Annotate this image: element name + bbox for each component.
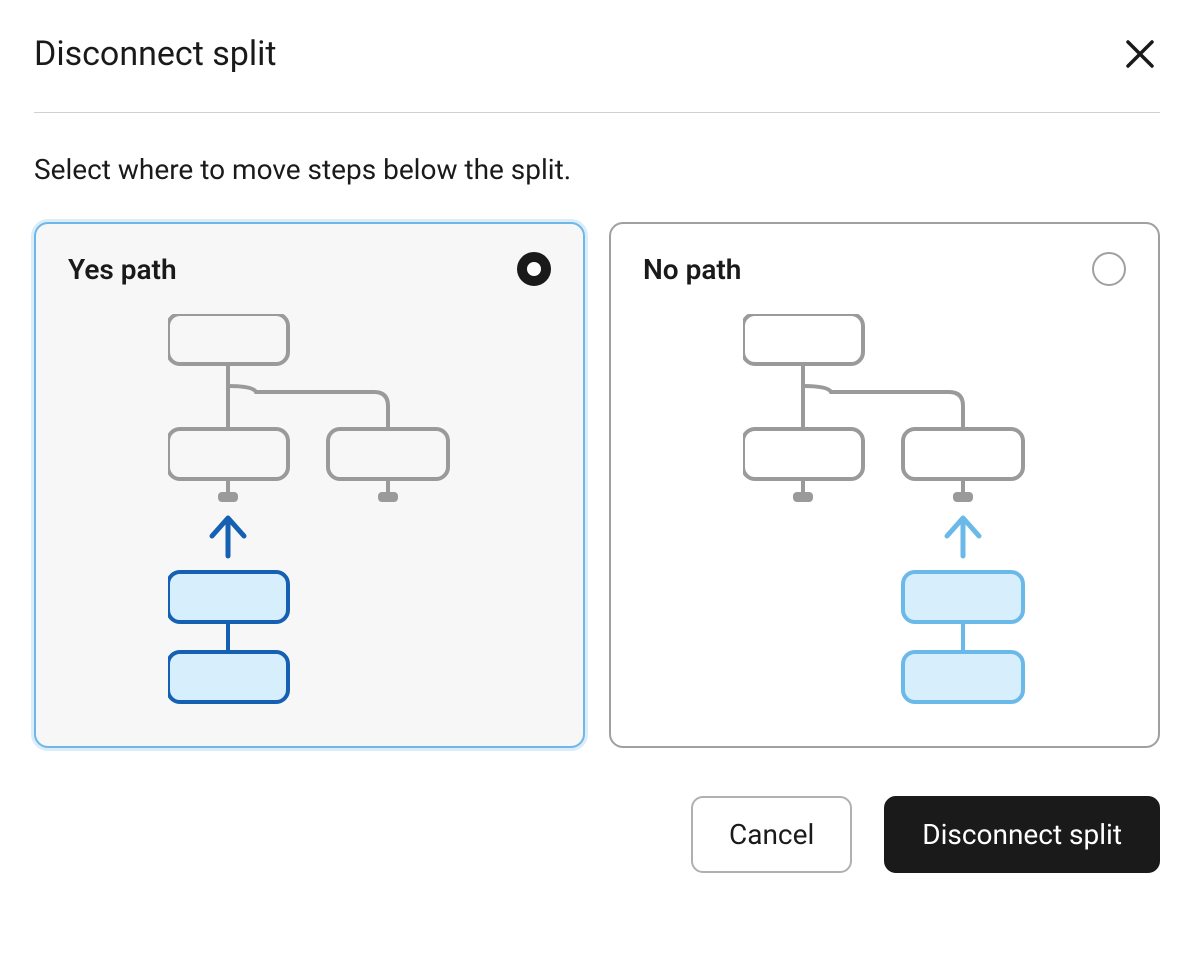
close-button[interactable] (1120, 34, 1160, 74)
radio-yes[interactable] (517, 252, 551, 286)
diagram-no (643, 314, 1126, 714)
disconnect-split-button[interactable]: Disconnect split (884, 796, 1160, 873)
close-icon (1124, 38, 1156, 70)
option-yes-path[interactable]: Yes path (34, 222, 585, 748)
option-no-path[interactable]: No path (609, 222, 1160, 748)
cancel-button[interactable]: Cancel (691, 796, 852, 873)
instruction-text: Select where to move steps below the spl… (34, 153, 1160, 186)
dialog-title: Disconnect split (34, 34, 277, 74)
option-label-no: No path (643, 253, 741, 286)
diagram-yes (68, 314, 551, 714)
option-label-yes: Yes path (68, 253, 177, 286)
radio-no[interactable] (1092, 252, 1126, 286)
